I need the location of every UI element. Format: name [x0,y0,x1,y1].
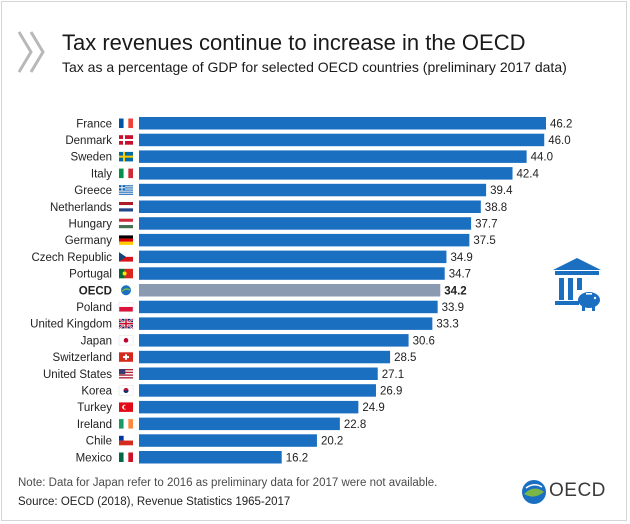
flag-korea-icon [118,385,134,396]
flag-czech-republic-icon [119,252,133,262]
flag-netherlands-icon [119,202,133,212]
flag-united-kingdom-icon [118,318,134,330]
flag-switzerland-icon [119,352,133,362]
bar [139,417,340,431]
bar [139,217,472,230]
value-label: 46.2 [550,118,572,130]
value-label: 30.6 [413,335,435,347]
category-label: Ireland [77,419,112,431]
category-label: Denmark [65,135,112,147]
bar [139,183,487,197]
value-label: 22.8 [344,419,366,431]
category-label: France [76,118,112,130]
oecd-globe-icon [522,480,546,504]
value-label: 16.2 [286,452,308,464]
bar [139,334,409,347]
bar [139,233,470,247]
bar [139,133,545,147]
bar [139,167,513,180]
flag-france-icon [119,118,133,128]
bar [139,367,378,380]
value-label: 42.4 [517,168,540,180]
category-label: Italy [91,168,112,180]
flag-portugal-icon [119,268,133,279]
flag-united-states-icon [119,369,133,379]
bank-piggy-icon [553,258,601,311]
bar [139,200,481,213]
category-label: Poland [76,302,112,314]
footnote: Note: Data for Japan refer to 2016 as pr… [18,477,438,489]
category-label: Chile [86,436,112,448]
value-label: 27.1 [382,369,404,381]
flag-germany-icon [119,235,133,245]
flag-italy-icon [119,168,133,179]
category-label: Mexico [76,452,112,464]
value-label: 33.3 [436,319,458,331]
value-label: 44.0 [531,152,553,164]
category-label: Korea [81,385,112,397]
category-label: Switzerland [53,352,112,364]
category-label: Sweden [70,152,112,164]
bar [139,150,527,163]
bar [139,384,376,397]
chart-title: Tax revenues continue to increase in the… [62,30,526,55]
value-label: 28.5 [394,352,416,364]
flag-poland-icon [118,301,134,312]
bar [139,350,391,364]
bar [139,267,445,280]
category-label: Japan [81,335,112,347]
category-label: OECD [79,285,112,297]
bar [139,317,433,330]
flag-turkey-icon [119,402,133,412]
category-label: Czech Republic [31,252,112,264]
category-label: Portugal [69,269,112,281]
value-label: 34.2 [444,285,466,297]
bar [139,434,317,447]
value-label: 24.9 [362,402,384,414]
bar [139,250,447,264]
category-label: Turkey [77,402,112,414]
oecd-globe-icon [121,285,131,296]
value-label: 37.7 [475,218,497,230]
bar-chart: France 46.2 Denmark 46.0 Sweden 44.0 Italy 42.4… [30,117,572,464]
flag-japan-icon [118,335,134,346]
flag-mexico-icon [119,452,133,462]
flag-sweden-icon [119,151,133,162]
double-chevron-icon [17,31,45,73]
bar [139,300,438,314]
category-label: Hungary [69,218,113,230]
value-label: 34.7 [449,269,471,281]
value-label: 39.4 [490,185,513,197]
category-label: United Kingdom [30,319,112,331]
value-label: 46.0 [548,135,570,147]
bar [139,400,359,414]
value-label: 38.8 [485,202,507,214]
flag-greece-icon [119,185,133,195]
category-label: Germany [65,235,113,247]
flag-chile-icon [119,435,133,446]
bar [139,117,546,130]
value-label: 37.5 [473,235,495,247]
category-label: Greece [74,185,112,197]
flag-denmark-icon [119,135,133,145]
bar-oecd-average [139,284,441,297]
value-label: 26.9 [380,385,402,397]
flag-ireland-icon [119,419,133,429]
value-label: 20.2 [321,436,343,448]
category-label: Netherlands [50,202,112,214]
value-label: 33.9 [442,302,464,314]
flag-hungary-icon [119,218,133,229]
value-label: 34.9 [450,252,472,264]
chart-subtitle: Tax as a percentage of GDP for selected … [62,59,567,75]
bar [139,451,282,464]
category-label: United States [43,369,112,381]
source-line: Source: OECD (2018), Revenue Statistics … [18,496,291,508]
oecd-logo-text: OECD [549,480,606,501]
